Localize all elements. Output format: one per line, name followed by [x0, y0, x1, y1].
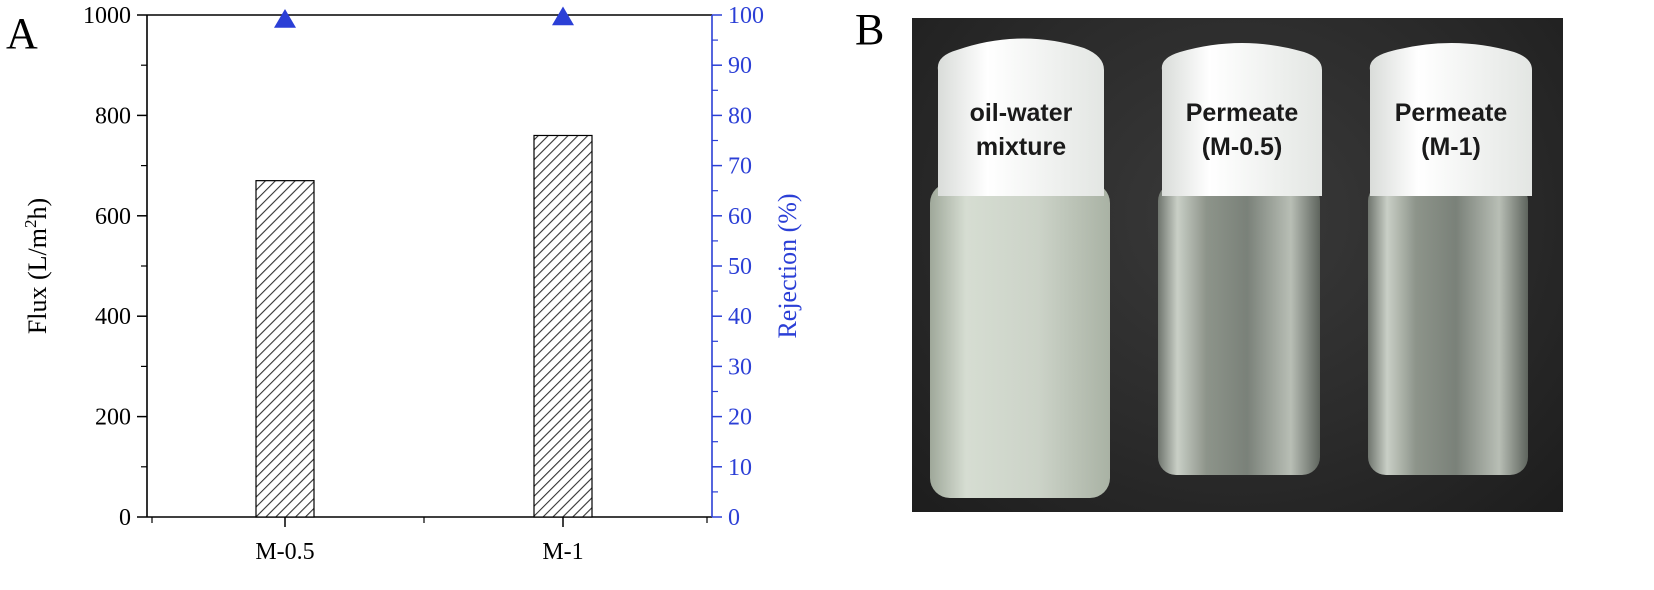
right-tick-label: 10: [728, 455, 752, 481]
left-tick-label: 800: [95, 103, 131, 129]
vial-permeate-m05: [1158, 43, 1322, 475]
x-tick-label: M-1: [542, 539, 583, 565]
flux-bar-m-0-5: [255, 180, 315, 518]
right-tick-label: 100: [728, 3, 764, 29]
right-tick-label: 80: [728, 103, 752, 129]
left-tick-label: 400: [95, 304, 131, 330]
right-tick-label: 0: [728, 505, 740, 531]
flux-rejection-chart: 0 200 400 600 800 1000 0 10 20 30 40 50 60 70 80 90 100 M…: [21, 3, 802, 565]
x-tick-label: M-0.5: [255, 539, 314, 565]
vial-oil-water: [930, 38, 1110, 498]
left-tick-label: 1000: [83, 3, 131, 29]
vial-permeate-m1: [1368, 43, 1532, 475]
right-tick-label: 50: [728, 254, 752, 280]
right-tick-label: 70: [728, 154, 752, 180]
y-axis-label: Flux (L/m2h): [21, 198, 52, 334]
right-tick-label: 40: [728, 304, 752, 330]
rejection-marker-m-1: [552, 6, 574, 26]
vials-drawing: [930, 38, 1532, 498]
left-tick-label: 600: [95, 204, 131, 230]
right-tick-label: 20: [728, 405, 752, 431]
panel-a-letter: A: [6, 9, 38, 58]
vial-label-permeate-m05: Permeate (M-0.5): [1185, 99, 1299, 161]
rejection-marker-m-0-5: [274, 9, 296, 28]
right-tick-label: 90: [728, 53, 752, 79]
right-tick-label: 30: [728, 354, 752, 380]
vial-label-permeate-m1: Permeate (M-1): [1394, 99, 1508, 161]
left-tick-label: 0: [119, 505, 131, 531]
right-tick-label: 60: [728, 204, 752, 230]
vial-label-oil-water: oil-water mixture: [969, 99, 1073, 161]
y-axis-right-label: Rejection (%): [773, 193, 802, 338]
left-tick-label: 200: [95, 405, 131, 431]
vials-photo: oil-water mixture Permeate (M-0.5) Permeat…: [912, 18, 1563, 512]
panel-b-letter: B: [855, 5, 885, 54]
flux-bar-m-1: [533, 134, 593, 518]
